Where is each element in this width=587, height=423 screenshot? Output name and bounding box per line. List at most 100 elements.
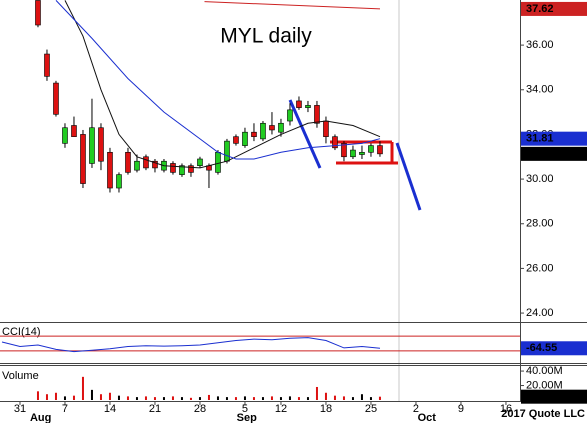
x-tick-label: 31 [14, 403, 26, 415]
x-tick-label: 5 [242, 403, 248, 415]
candle-body [62, 127, 68, 144]
candle-body [125, 151, 131, 173]
volume-bar [378, 396, 381, 400]
candle-body [314, 105, 320, 124]
volume-bar [297, 397, 300, 400]
candle-body [260, 122, 266, 140]
volume-bar [153, 397, 156, 400]
volume-bar [189, 397, 192, 400]
volume-bar [135, 397, 138, 400]
volume-bar [261, 397, 264, 400]
last-close-label-bg [521, 146, 587, 161]
candle-body [143, 156, 149, 169]
candle-body [71, 125, 77, 137]
cci-value-bg [521, 341, 587, 356]
source: 2017 Quote LLC [501, 408, 585, 420]
candle-body [323, 120, 329, 137]
candle-body [215, 151, 221, 173]
volume-bar [126, 396, 129, 400]
volume-bar [270, 396, 273, 400]
y-tick-label: 34.00 [526, 84, 554, 96]
cci-value: -64.55 [526, 342, 557, 354]
volume-bar [288, 396, 291, 400]
x-tick-label: 9 [458, 403, 464, 415]
x-tick-label: 28 [194, 403, 206, 415]
candle-body [350, 149, 356, 158]
month-label: Oct [418, 412, 437, 423]
volume-bar [279, 397, 282, 400]
candle-body [134, 160, 140, 171]
candle-body [89, 127, 95, 164]
candle-body [296, 100, 302, 108]
volume-bar [306, 397, 309, 400]
candle-body [305, 105, 311, 108]
volume-bar [225, 397, 228, 400]
volume-bar [369, 397, 372, 400]
volume-bar [54, 392, 57, 400]
cci-title: CCI(14) [2, 326, 41, 338]
y-tick-label: 30.00 [526, 173, 554, 185]
trend-line [395, 142, 422, 211]
volume-bar [144, 396, 147, 400]
candle-body [107, 151, 113, 189]
volume-bar [63, 396, 66, 400]
volume-bar [90, 389, 93, 400]
y-tick-label: 36.00 [526, 39, 554, 51]
volume-label-bg [521, 389, 587, 404]
candle-body [377, 145, 383, 155]
volume-bar [324, 392, 327, 400]
candle-body [224, 140, 230, 162]
x-tick-label: 21 [149, 403, 161, 415]
volume-bar [216, 396, 219, 400]
candle-body [35, 0, 41, 26]
volume-bar [198, 397, 201, 400]
candle-body [98, 127, 104, 162]
candle-body [269, 125, 275, 131]
volume-bar [81, 376, 84, 400]
moving-average [204, 1, 381, 10]
volume-title: Volume [2, 370, 39, 382]
candle-body [287, 109, 293, 122]
trend-line [288, 99, 322, 169]
candle-body [80, 134, 86, 184]
x-tick-label: 14 [104, 403, 116, 415]
candle-body [53, 82, 59, 115]
volume-bar [36, 391, 39, 400]
candle-body [170, 163, 176, 173]
volume-bar [117, 395, 120, 400]
volume-bar [207, 394, 210, 400]
volume-bar [333, 395, 336, 400]
candle-body [233, 136, 239, 144]
candle-body [251, 131, 257, 137]
volume-tick-label: 20.00M [526, 379, 563, 391]
y-tick-label: 28.00 [526, 218, 554, 230]
candle-body [116, 174, 122, 189]
candle-body [44, 53, 50, 77]
candle-body [332, 136, 338, 149]
volume-bar [342, 396, 345, 400]
volume-bar [234, 397, 237, 400]
volume-bar [243, 396, 246, 400]
candle-body [368, 145, 374, 153]
volume-bar [360, 394, 363, 400]
last-close-label: 31.13 [526, 148, 554, 160]
volume-bar [315, 386, 318, 400]
moving-average [64, 0, 381, 169]
candle-body [188, 165, 194, 173]
volume-bar [180, 397, 183, 400]
candle-body [341, 143, 347, 158]
volume-bar [99, 394, 102, 400]
annotations [288, 99, 422, 211]
y-tick-label: 24.00 [526, 307, 554, 319]
volume-bar [45, 394, 48, 400]
x-tick-label: 7 [62, 403, 68, 415]
x-tick-label: 18 [320, 403, 332, 415]
last-value-label-bg [521, 131, 587, 146]
last-value-label: 37.62 [526, 3, 554, 15]
last-value-label: 31.81 [526, 133, 554, 145]
x-tick-label: 2 [413, 403, 419, 415]
month-label: Aug [30, 412, 51, 423]
chart-title: MYL daily [220, 25, 312, 48]
candle-body [179, 165, 185, 175]
